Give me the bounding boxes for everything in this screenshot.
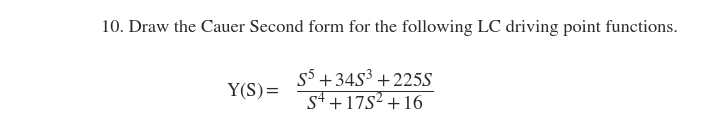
Text: Y(S)$=$: Y(S)$=$ (225, 80, 279, 101)
Text: 10. Draw the Cauer Second form for the following LC driving point functions.: 10. Draw the Cauer Second form for the f… (101, 20, 678, 36)
Text: $\dfrac{S^5+34S^3+225S}{S^4+17S^2+16}$: $\dfrac{S^5+34S^3+225S}{S^4+17S^2+16}$ (296, 68, 434, 113)
